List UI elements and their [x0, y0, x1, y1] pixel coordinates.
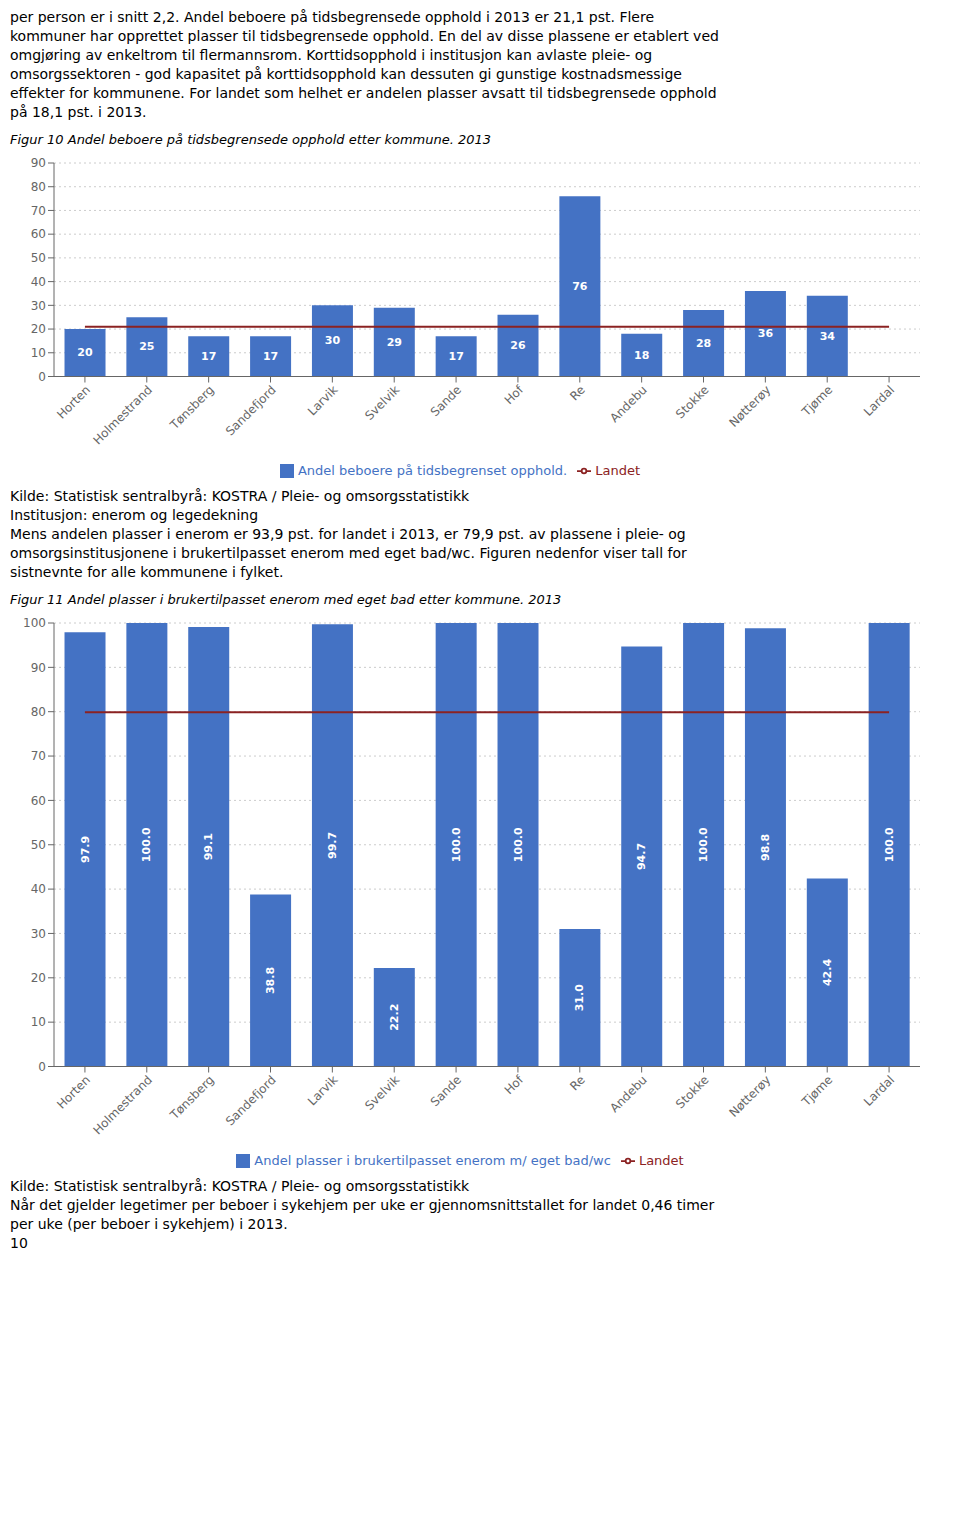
- svg-text:25: 25: [139, 340, 154, 353]
- html-text:Landet: Landet: [638, 1152, 684, 1168]
- svg-text:Stokke: Stokke: [673, 383, 712, 422]
- svg-text:60: 60: [31, 227, 46, 241]
- html-text:omsorgssektoren - god kapasite: omsorgssektoren - god kapasitet på kortt…: [10, 66, 682, 82]
- svg-text:100.0: 100.0: [450, 827, 463, 862]
- svg-text:0: 0: [38, 370, 46, 384]
- svg-text:Tønsberg: Tønsberg: [167, 1073, 217, 1123]
- svg-text:Re: Re: [567, 383, 588, 404]
- html-text:Mens andelen plasser i enerom: Mens andelen plasser i enerom er 93,9 ps…: [10, 526, 686, 542]
- svg-text:Larvik: Larvik: [305, 1073, 341, 1109]
- svg-text:Holmestrand: Holmestrand: [90, 1073, 155, 1138]
- svg-text:Tjøme: Tjøme: [799, 1073, 836, 1110]
- svg-text:Hof: Hof: [502, 382, 527, 407]
- svg-text:90: 90: [31, 156, 46, 170]
- html-text:omgjøring av enkeltrom til fle: omgjøring av enkeltrom til flermannsrom.…: [10, 47, 653, 63]
- svg-text:70: 70: [31, 749, 46, 763]
- svg-text:Tønsberg: Tønsberg: [167, 383, 217, 433]
- svg-text:Horten: Horten: [54, 383, 93, 422]
- svg-text:80: 80: [31, 180, 46, 194]
- svg-text:31.0: 31.0: [573, 984, 586, 1011]
- svg-text:34: 34: [820, 330, 836, 343]
- svg-text:Sandefjord: Sandefjord: [223, 1073, 279, 1129]
- svg-text:99.1: 99.1: [202, 833, 215, 860]
- svg-text:17: 17: [201, 350, 216, 363]
- svg-text:99.7: 99.7: [326, 832, 339, 859]
- svg-text:50: 50: [31, 251, 46, 265]
- svg-text:22.2: 22.2: [388, 1004, 401, 1031]
- html-text:per uke (per beboer i sykehjem: per uke (per beboer i sykehjem) i 2013.: [10, 1216, 288, 1232]
- html-text:Landet: Landet: [595, 462, 640, 478]
- svg-text:Nøtterøy: Nøtterøy: [726, 383, 773, 430]
- svg-text:Sande: Sande: [428, 1073, 464, 1109]
- svg-text:36: 36: [758, 327, 774, 340]
- svg-text:30: 30: [31, 299, 46, 313]
- svg-text:80: 80: [31, 705, 46, 719]
- svg-text:100: 100: [23, 616, 46, 630]
- svg-text:Tjøme: Tjøme: [799, 383, 836, 420]
- svg-text:29: 29: [387, 336, 402, 349]
- html-text:Kilde: Statistisk sentralbyrå:: Kilde: Statistisk sentralbyrå: KOSTRA / …: [10, 1178, 470, 1194]
- html-text:per person er i snitt 2,2. And: per person er i snitt 2,2. Andel beboere…: [10, 9, 654, 25]
- svg-text:40: 40: [31, 275, 46, 289]
- svg-text:100.0: 100.0: [140, 827, 153, 862]
- svg-text:38.8: 38.8: [264, 967, 277, 994]
- html-text:på 18,1 pst. i 2013.: på 18,1 pst. i 2013.: [10, 104, 147, 120]
- svg-text:10: 10: [31, 1015, 46, 1029]
- svg-text:60: 60: [31, 794, 46, 808]
- svg-text:Larvik: Larvik: [305, 383, 341, 419]
- svg-text:30: 30: [325, 334, 341, 347]
- svg-text:20: 20: [31, 322, 46, 336]
- html-text:10: 10: [10, 1235, 28, 1251]
- svg-text:Horten: Horten: [54, 1073, 93, 1112]
- svg-text:Holmestrand: Holmestrand: [90, 383, 155, 448]
- html-text:Institusjon: enerom og legedek: Institusjon: enerom og legedekning: [10, 507, 259, 523]
- html-text:effekter for kommunene. For la: effekter for kommunene. For landet som h…: [10, 85, 717, 101]
- svg-text:Svelvik: Svelvik: [362, 383, 402, 423]
- svg-text:Andebu: Andebu: [607, 383, 649, 425]
- html-text:Når det gjelder legetimer per: Når det gjelder legetimer per beboer i s…: [10, 1197, 715, 1213]
- svg-text:17: 17: [263, 350, 278, 363]
- svg-text:100.0: 100.0: [883, 827, 896, 862]
- svg-text:97.9: 97.9: [79, 836, 92, 863]
- svg-text:Svelvik: Svelvik: [362, 1073, 402, 1113]
- html-text:Andel plasser i brukertilpasse: Andel plasser i brukertilpasset enerom m…: [254, 1152, 611, 1168]
- svg-text:Hof: Hof: [502, 1072, 527, 1097]
- svg-text:Nøtterøy: Nøtterøy: [726, 1073, 773, 1120]
- html-text:Figur 11 Andel plasser i bruke: Figur 11 Andel plasser i brukertilpasset…: [10, 592, 562, 607]
- svg-text:76: 76: [572, 280, 588, 293]
- svg-text:18: 18: [634, 349, 649, 362]
- svg-text:40: 40: [31, 882, 46, 896]
- svg-text:28: 28: [696, 337, 711, 350]
- svg-text:100.0: 100.0: [512, 827, 525, 862]
- svg-text:Lardal: Lardal: [861, 1073, 897, 1109]
- svg-text:Stokke: Stokke: [673, 1073, 712, 1112]
- svg-text:Sandefjord: Sandefjord: [223, 383, 279, 439]
- svg-text:94.7: 94.7: [635, 843, 648, 870]
- svg-text:Andebu: Andebu: [607, 1073, 649, 1115]
- html-text:Kilde: Statistisk sentralbyrå:: Kilde: Statistisk sentralbyrå: KOSTRA / …: [10, 488, 470, 504]
- svg-text:50: 50: [31, 838, 46, 852]
- svg-text:26: 26: [510, 339, 526, 352]
- html-text:kommuner har opprettet plasser: kommuner har opprettet plasser til tidsb…: [10, 28, 719, 44]
- html-text:Andel beboere på tidsbegrenset: Andel beboere på tidsbegrenset opphold.: [297, 462, 568, 478]
- html-text:omsorgsinstitusjonene i bruker: omsorgsinstitusjonene i brukertilpasset …: [10, 545, 687, 561]
- svg-text:20: 20: [77, 346, 93, 359]
- svg-text:98.8: 98.8: [759, 834, 772, 861]
- svg-text:Re: Re: [567, 1073, 588, 1094]
- svg-text:42.4: 42.4: [821, 959, 834, 986]
- svg-text:17: 17: [449, 350, 464, 363]
- svg-text:70: 70: [31, 204, 46, 218]
- html-text:sistnevnte for alle kommunene: sistnevnte for alle kommunene i fylket.: [10, 564, 284, 580]
- html-text:Figur 10 Andel beboere på tids: Figur 10 Andel beboere på tidsbegrensede…: [10, 132, 492, 147]
- svg-text:20: 20: [31, 971, 46, 985]
- svg-text:30: 30: [31, 927, 46, 941]
- svg-text:100.0: 100.0: [697, 827, 710, 862]
- svg-text:90: 90: [31, 661, 46, 675]
- svg-text:0: 0: [38, 1060, 46, 1074]
- svg-text:Sande: Sande: [428, 383, 464, 419]
- svg-text:Lardal: Lardal: [861, 383, 897, 419]
- svg-text:10: 10: [31, 346, 46, 360]
